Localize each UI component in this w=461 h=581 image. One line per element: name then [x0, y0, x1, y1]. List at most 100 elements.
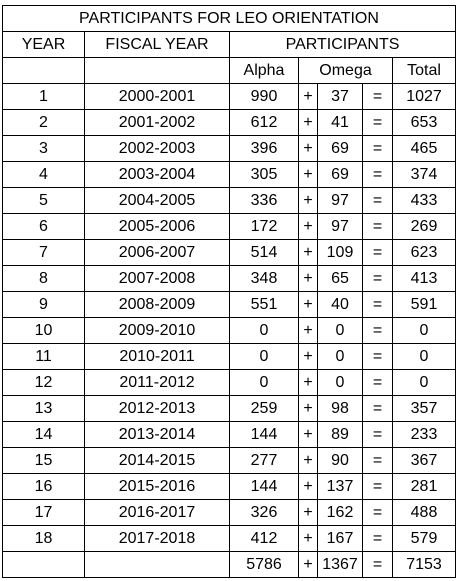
plus-cell: +	[298, 213, 318, 240]
omega-cell: 0	[317, 343, 363, 370]
equals-cell: =	[362, 291, 393, 318]
total-equals-cell: =	[362, 551, 393, 578]
empty-cell	[2, 551, 85, 578]
alpha-cell: 612	[229, 109, 299, 136]
total-cell: 269	[392, 213, 456, 240]
total-cell: 579	[392, 525, 456, 552]
year-cell: 10	[2, 317, 85, 344]
data-row: 3 2002-2003 396 +69 = 465	[2, 135, 456, 162]
equals-cell: =	[362, 161, 393, 188]
total-cell: 367	[392, 447, 456, 474]
total-alpha-cell: 5786	[229, 551, 299, 578]
equals-cell: =	[362, 213, 393, 240]
plus-cell: +	[298, 109, 318, 136]
fiscal-year-cell: 2001-2002	[84, 109, 230, 136]
alpha-cell: 0	[229, 343, 299, 370]
fiscal-year-cell: 2010-2011	[84, 343, 230, 370]
year-cell: 4	[2, 161, 85, 188]
data-row: 7 2006-2007 514 +109 = 623	[2, 239, 456, 266]
equals-cell: =	[362, 395, 393, 422]
total-cell: 357	[392, 395, 456, 422]
total-cell: 374	[392, 161, 456, 188]
empty-cell	[84, 551, 230, 578]
omega-cell: 97	[317, 213, 363, 240]
data-row: 17 2016-2017 326 +162 = 488	[2, 499, 456, 526]
alpha-cell: 396	[229, 135, 299, 162]
data-row: 12 2011-2012 0 +0 = 0	[2, 369, 456, 396]
plus-cell: +	[298, 473, 318, 500]
omega-cell: 41	[317, 109, 363, 136]
title-row: PARTICIPANTS FOR LEO ORIENTATION	[2, 5, 456, 32]
alpha-cell: 0	[229, 369, 299, 396]
plus-cell: +	[298, 187, 318, 214]
equals-cell: =	[362, 343, 393, 370]
subheader-cell: Omega	[298, 57, 393, 84]
omega-cell: 90	[317, 447, 363, 474]
alpha-cell: 305	[229, 161, 299, 188]
total-total-cell: 7153	[392, 551, 456, 578]
plus-cell: +	[298, 291, 318, 318]
total-omega-cell: 1367	[317, 551, 363, 578]
fiscal-year-cell: 2003-2004	[84, 161, 230, 188]
equals-cell: =	[362, 135, 393, 162]
data-row: 10 2009-2010 0 +0 = 0	[2, 317, 456, 344]
plus-cell: +	[298, 499, 318, 526]
empty-cell	[84, 57, 230, 84]
data-row: 5 2004-2005 336 +97 = 433	[2, 187, 456, 214]
data-row: 4 2003-2004 305 +69 = 374	[2, 161, 456, 188]
alpha-cell: 551	[229, 291, 299, 318]
omega-cell: 0	[317, 369, 363, 396]
data-row: 6 2005-2006 172 +97 = 269	[2, 213, 456, 240]
fiscal-year-cell: 2012-2013	[84, 395, 230, 422]
participants-table: PARTICIPANTS FOR LEO ORIENTATION YEAR FI…	[2, 5, 456, 578]
data-row: 9 2008-2009 551 +40 = 591	[2, 291, 456, 318]
equals-cell: =	[362, 499, 393, 526]
omega-cell: 109	[317, 239, 363, 266]
year-cell: 12	[2, 369, 85, 396]
fiscal-year-cell: 2004-2005	[84, 187, 230, 214]
year-cell: 17	[2, 499, 85, 526]
omega-cell: 89	[317, 421, 363, 448]
plus-cell: +	[298, 265, 318, 292]
fiscal-year-cell: 2006-2007	[84, 239, 230, 266]
data-row: 13 2012-2013 259 +98 = 357	[2, 395, 456, 422]
subheader-row: Alpha Omega Total	[2, 57, 456, 84]
alpha-cell: 277	[229, 447, 299, 474]
header-cell: FISCAL YEAR	[84, 31, 230, 58]
total-cell: 1027	[392, 83, 456, 110]
alpha-cell: 144	[229, 473, 299, 500]
total-cell: 591	[392, 291, 456, 318]
table-title: PARTICIPANTS FOR LEO ORIENTATION	[2, 5, 456, 32]
year-cell: 11	[2, 343, 85, 370]
plus-cell: +	[298, 239, 318, 266]
year-cell: 16	[2, 473, 85, 500]
data-row: 8 2007-2008 348 +65 = 413	[2, 265, 456, 292]
omega-cell: 69	[317, 135, 363, 162]
plus-cell: +	[298, 421, 318, 448]
data-row: 18 2017-2018 412 +167 = 579	[2, 525, 456, 552]
total-cell: 488	[392, 499, 456, 526]
fiscal-year-cell: 2014-2015	[84, 447, 230, 474]
fiscal-year-cell: 2000-2001	[84, 83, 230, 110]
totals-row: 5786 +1367 = 7153	[2, 551, 456, 578]
alpha-cell: 144	[229, 421, 299, 448]
equals-cell: =	[362, 187, 393, 214]
total-cell: 0	[392, 317, 456, 344]
fiscal-year-cell: 2017-2018	[84, 525, 230, 552]
total-cell: 653	[392, 109, 456, 136]
data-row: 1 2000-2001 990 +37 = 1027	[2, 83, 456, 110]
omega-cell: 97	[317, 187, 363, 214]
total-cell: 433	[392, 187, 456, 214]
plus-cell: +	[298, 343, 318, 370]
plus-cell: +	[298, 525, 318, 552]
data-row: 16 2015-2016 144 +137 = 281	[2, 473, 456, 500]
data-row: 14 2013-2014 144 +89 = 233	[2, 421, 456, 448]
fiscal-year-cell: 2005-2006	[84, 213, 230, 240]
year-cell: 3	[2, 135, 85, 162]
fiscal-year-cell: 2002-2003	[84, 135, 230, 162]
fiscal-year-cell: 2015-2016	[84, 473, 230, 500]
omega-cell: 0	[317, 317, 363, 344]
equals-cell: =	[362, 369, 393, 396]
omega-cell: 98	[317, 395, 363, 422]
omega-cell: 167	[317, 525, 363, 552]
